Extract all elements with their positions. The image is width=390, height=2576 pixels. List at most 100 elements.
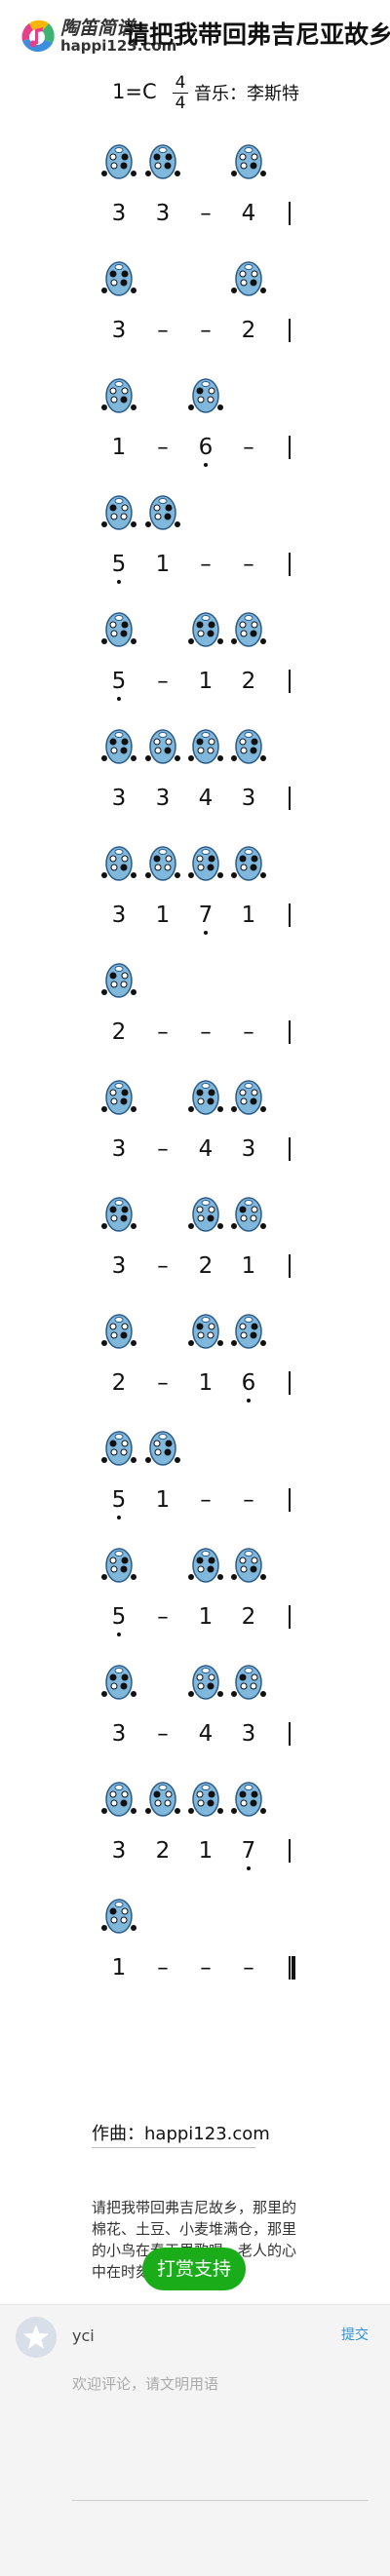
ocarina-fingering-icon [231,612,266,647]
barline [289,1254,291,1278]
final-barline [289,1956,295,1980]
note: – [200,201,212,226]
avatar-star-icon[interactable] [16,2317,57,2358]
barline [289,1020,291,1044]
ocarina-fingering-icon [188,378,223,413]
ocarina-fingering-icon [231,729,266,764]
note: 3 [111,903,127,928]
page-title: 请把我带回弗吉尼亚故乡 [125,20,390,49]
fingering-row [0,842,390,885]
ocarina-fingering-icon [231,1080,266,1115]
octave-dot-below [204,931,208,935]
barline [289,1605,291,1629]
time-signature: 4 4 [173,74,188,112]
fingering-row [0,257,390,300]
note: – [243,1955,254,1980]
ocarina-fingering-icon [188,1080,223,1115]
comment-input[interactable] [72,2373,369,2501]
barline [289,787,291,810]
fingering-row [0,1310,390,1353]
fingering-row [0,1544,390,1587]
note: 3 [241,1136,256,1162]
time-signature-line [173,93,188,94]
ocarina-fingering-icon [145,144,180,179]
barline [289,670,291,693]
barline [289,1488,291,1512]
octave-dot-below [117,697,121,701]
ocarina-fingering-icon [231,846,266,881]
barline [289,904,291,927]
note: – [200,318,212,343]
note-row: 2 – – – [0,1018,390,1053]
note: – [157,1136,169,1162]
ocarina-fingering-icon [101,261,136,296]
username: yci [72,2326,95,2345]
note: 2 [241,669,256,694]
fingering-row [0,608,390,651]
note: 7 [191,901,220,935]
barline [289,202,291,225]
fingering-row [0,1427,390,1470]
note: – [243,435,254,460]
note-row: 3 3 – 4 [0,199,390,234]
ocarina-fingering-icon [188,846,223,881]
ocarina-fingering-icon [231,1314,266,1349]
note: 2 [241,318,256,343]
note: 2 [111,1019,127,1045]
note: 3 [111,1838,127,1864]
octave-dot-below [117,1516,121,1519]
ocarina-fingering-icon [145,1431,180,1466]
composer-credit: 音乐：李斯特 [194,84,299,104]
music-note-logo-icon [20,19,55,54]
note: 3 [111,1253,127,1279]
barline [289,319,291,342]
note: 3 [111,1721,127,1747]
note: 1 [155,903,171,928]
ocarina-fingering-icon [101,729,136,764]
note-row: 2 – 1 6 [0,1368,390,1403]
note: 1 [198,1838,214,1864]
note: – [157,318,169,343]
note: 6 [234,1368,263,1403]
note-row: 3 – 4 3 [0,1134,390,1170]
note: 1 [198,1604,214,1630]
note: 3 [111,1136,127,1162]
ocarina-fingering-icon [101,1665,136,1700]
note-row: 5– 1 2 [0,1602,390,1637]
note: – [157,1955,169,1980]
barline [289,1722,291,1746]
note: – [243,1019,254,1045]
octave-dot-below [204,463,208,467]
note: 7 [234,1836,263,1870]
ocarina-fingering-icon [101,612,136,647]
note: 1 [198,1370,214,1396]
note: 3 [155,201,171,226]
fingering-row [0,1661,390,1704]
note: – [200,552,212,577]
time-signature-numerator: 4 [175,73,186,93]
note: 3 [241,1721,256,1747]
note: – [157,1019,169,1045]
reward-button[interactable]: 打赏支持 [142,2248,246,2290]
note: – [157,1721,169,1747]
ocarina-fingering-icon [101,1782,136,1817]
ocarina-fingering-icon [188,1314,223,1349]
note: 1 [111,435,127,460]
octave-dot-below [117,580,121,584]
ocarina-fingering-icon [101,846,136,881]
note: – [157,1253,169,1279]
barline [289,553,291,576]
note: 2 [241,1604,256,1630]
note: 5 [104,1602,134,1636]
submit-button[interactable]: 提交 [341,2326,369,2342]
note-row: 3 – 4 3 [0,1719,390,1754]
note: 1 [241,903,256,928]
fingering-row [0,374,390,417]
note: 1 [198,669,214,694]
note: – [157,669,169,694]
ocarina-fingering-icon [231,1665,266,1700]
ocarina-fingering-icon [188,1665,223,1700]
ocarina-fingering-icon [231,1782,266,1817]
ocarina-fingering-icon [101,963,136,998]
fingering-row [0,959,390,1002]
